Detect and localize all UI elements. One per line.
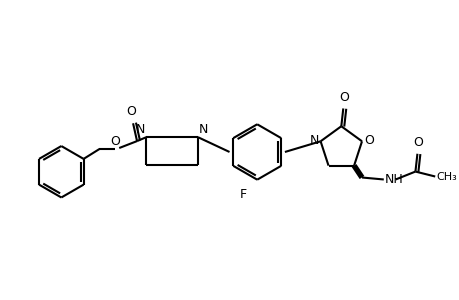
Text: NH: NH bbox=[384, 173, 403, 186]
Text: O: O bbox=[110, 135, 120, 148]
Text: O: O bbox=[339, 91, 348, 103]
Text: CH₃: CH₃ bbox=[435, 172, 456, 182]
Text: N: N bbox=[136, 123, 145, 136]
Text: N: N bbox=[308, 134, 318, 147]
Text: F: F bbox=[239, 188, 246, 201]
Text: O: O bbox=[363, 134, 373, 147]
Text: N: N bbox=[198, 123, 208, 136]
Text: O: O bbox=[126, 105, 136, 118]
Text: O: O bbox=[413, 136, 422, 149]
